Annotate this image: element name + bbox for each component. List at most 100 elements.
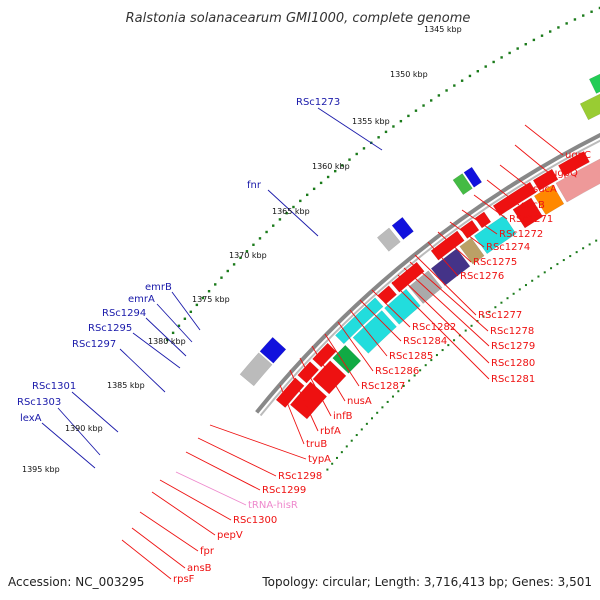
tick-dot <box>488 310 491 313</box>
gene-label[interactable]: infB <box>333 411 353 422</box>
gene-block <box>557 151 590 177</box>
gene-block <box>579 93 600 121</box>
backbone-arc <box>259 139 600 417</box>
tick-dot <box>376 411 379 414</box>
leader-line <box>524 124 564 156</box>
tick-dot <box>278 218 282 221</box>
tick-labels: 1345 kbp 1350 kbp 1355 kbp 1360 kbp 1365… <box>22 25 462 474</box>
gene-label[interactable]: emrA <box>128 294 155 305</box>
tick-dot <box>195 303 199 307</box>
tick-dot <box>171 331 175 335</box>
gene-label[interactable]: RSc1298 <box>278 471 322 482</box>
tick-dot <box>331 462 334 465</box>
gene-label[interactable]: RSc1295 <box>88 323 132 334</box>
gene-label[interactable]: RSc1280 <box>491 358 535 369</box>
gene-label[interactable]: rpsF <box>173 574 195 585</box>
gene-label[interactable]: RSc1299 <box>262 485 306 496</box>
tick-dot <box>430 359 433 362</box>
leader-line <box>171 291 201 331</box>
gene-label[interactable]: RSc1271 <box>509 214 553 225</box>
gene-label[interactable]: ugpQ <box>551 168 578 179</box>
leader-line <box>121 539 172 580</box>
gene-block <box>452 173 473 196</box>
gene-label[interactable]: RSc1274 <box>486 242 530 253</box>
tick-dot <box>484 65 487 68</box>
gene-label[interactable]: RSc1285 <box>389 351 433 362</box>
tick-dot <box>518 288 521 291</box>
gene-label[interactable]: emrB <box>145 282 172 293</box>
gene-label[interactable]: RSc1294 <box>102 308 146 319</box>
gene-label[interactable]: tRNA-hisR <box>248 500 298 511</box>
leader-line <box>449 221 485 248</box>
gene-label[interactable]: RSc1286 <box>375 366 419 377</box>
tick-dot <box>460 79 464 82</box>
gene-block <box>555 158 600 203</box>
label-leaders <box>41 107 564 580</box>
tick-label: 1390 kbp <box>65 424 103 433</box>
tick-dot <box>419 369 422 372</box>
gene-label[interactable]: ugpC <box>565 150 591 161</box>
gene-label[interactable]: RSc1276 <box>460 271 504 282</box>
gene-block <box>376 227 401 252</box>
gene-label[interactable]: RSc1284 <box>403 336 447 347</box>
tick-dot <box>177 324 181 327</box>
gene-label[interactable]: sucB <box>521 200 545 211</box>
gene-block <box>532 168 559 191</box>
tick-dot <box>447 344 450 347</box>
accession-text: Accession: NC_003295 <box>8 575 144 589</box>
gene-label[interactable]: nusA <box>347 396 372 407</box>
tick-dot <box>341 164 344 167</box>
tick-dot <box>272 224 275 227</box>
leader-line <box>57 407 101 456</box>
tick-dot <box>348 158 351 161</box>
gene-label[interactable]: truB <box>306 439 327 450</box>
gene-label[interactable]: RSc1281 <box>491 374 535 385</box>
tick-dot <box>468 74 472 78</box>
tick-dot <box>500 301 503 304</box>
gene-label[interactable]: RSc1272 <box>499 229 543 240</box>
tick-dot <box>445 89 448 92</box>
gene-label[interactable]: lexA <box>20 413 42 424</box>
leader-line <box>289 369 319 432</box>
gene-label[interactable]: RSc1303 <box>17 397 61 408</box>
gene-label[interactable]: sucA <box>533 184 557 195</box>
gene-label[interactable]: RSc1277 <box>478 310 522 321</box>
tick-dot <box>516 47 519 50</box>
gene-label[interactable]: RSc1279 <box>491 341 535 352</box>
tick-dot <box>392 125 395 128</box>
gene-block <box>259 336 287 364</box>
gene-label[interactable]: RSc1275 <box>473 257 517 268</box>
tick-dot <box>531 279 534 282</box>
leader-line <box>145 317 187 357</box>
gene-label[interactable]: rbfA <box>320 426 341 437</box>
gene-label[interactable]: RSc1287 <box>361 381 405 392</box>
gene-label[interactable]: RSc1273 <box>296 97 340 108</box>
tick-dot <box>335 456 338 459</box>
leader-line <box>279 384 305 445</box>
tick-dot <box>245 250 249 253</box>
gene-label[interactable]: RSc1297 <box>72 339 116 350</box>
leader-line <box>185 451 261 491</box>
tick-dot <box>575 251 578 254</box>
gene-label[interactable]: RSc1300 <box>233 515 277 526</box>
leader-line <box>156 303 193 343</box>
tick-dot <box>201 296 205 300</box>
gene-label[interactable]: fpr <box>200 546 215 557</box>
tick-dot <box>399 119 403 123</box>
gene-label[interactable]: fnr <box>247 180 262 191</box>
gene-label[interactable]: pepV <box>217 530 243 541</box>
tick-dot <box>424 364 427 367</box>
gene-label[interactable]: RSc1278 <box>490 326 534 337</box>
tick-dot <box>292 205 295 209</box>
tick-label: 1370 kbp <box>229 251 267 260</box>
tick-dot <box>360 428 363 431</box>
gene-label[interactable]: RSc1282 <box>412 322 456 333</box>
leader-line <box>324 333 360 387</box>
gene-label[interactable]: RSc1301 <box>32 381 76 392</box>
gene-label[interactable]: typA <box>308 454 331 465</box>
gene-label[interactable]: ansB <box>187 563 212 574</box>
tick-dot <box>524 284 527 287</box>
gene-block <box>332 344 362 374</box>
tick-dot <box>207 289 211 293</box>
tick-dot <box>453 84 456 87</box>
